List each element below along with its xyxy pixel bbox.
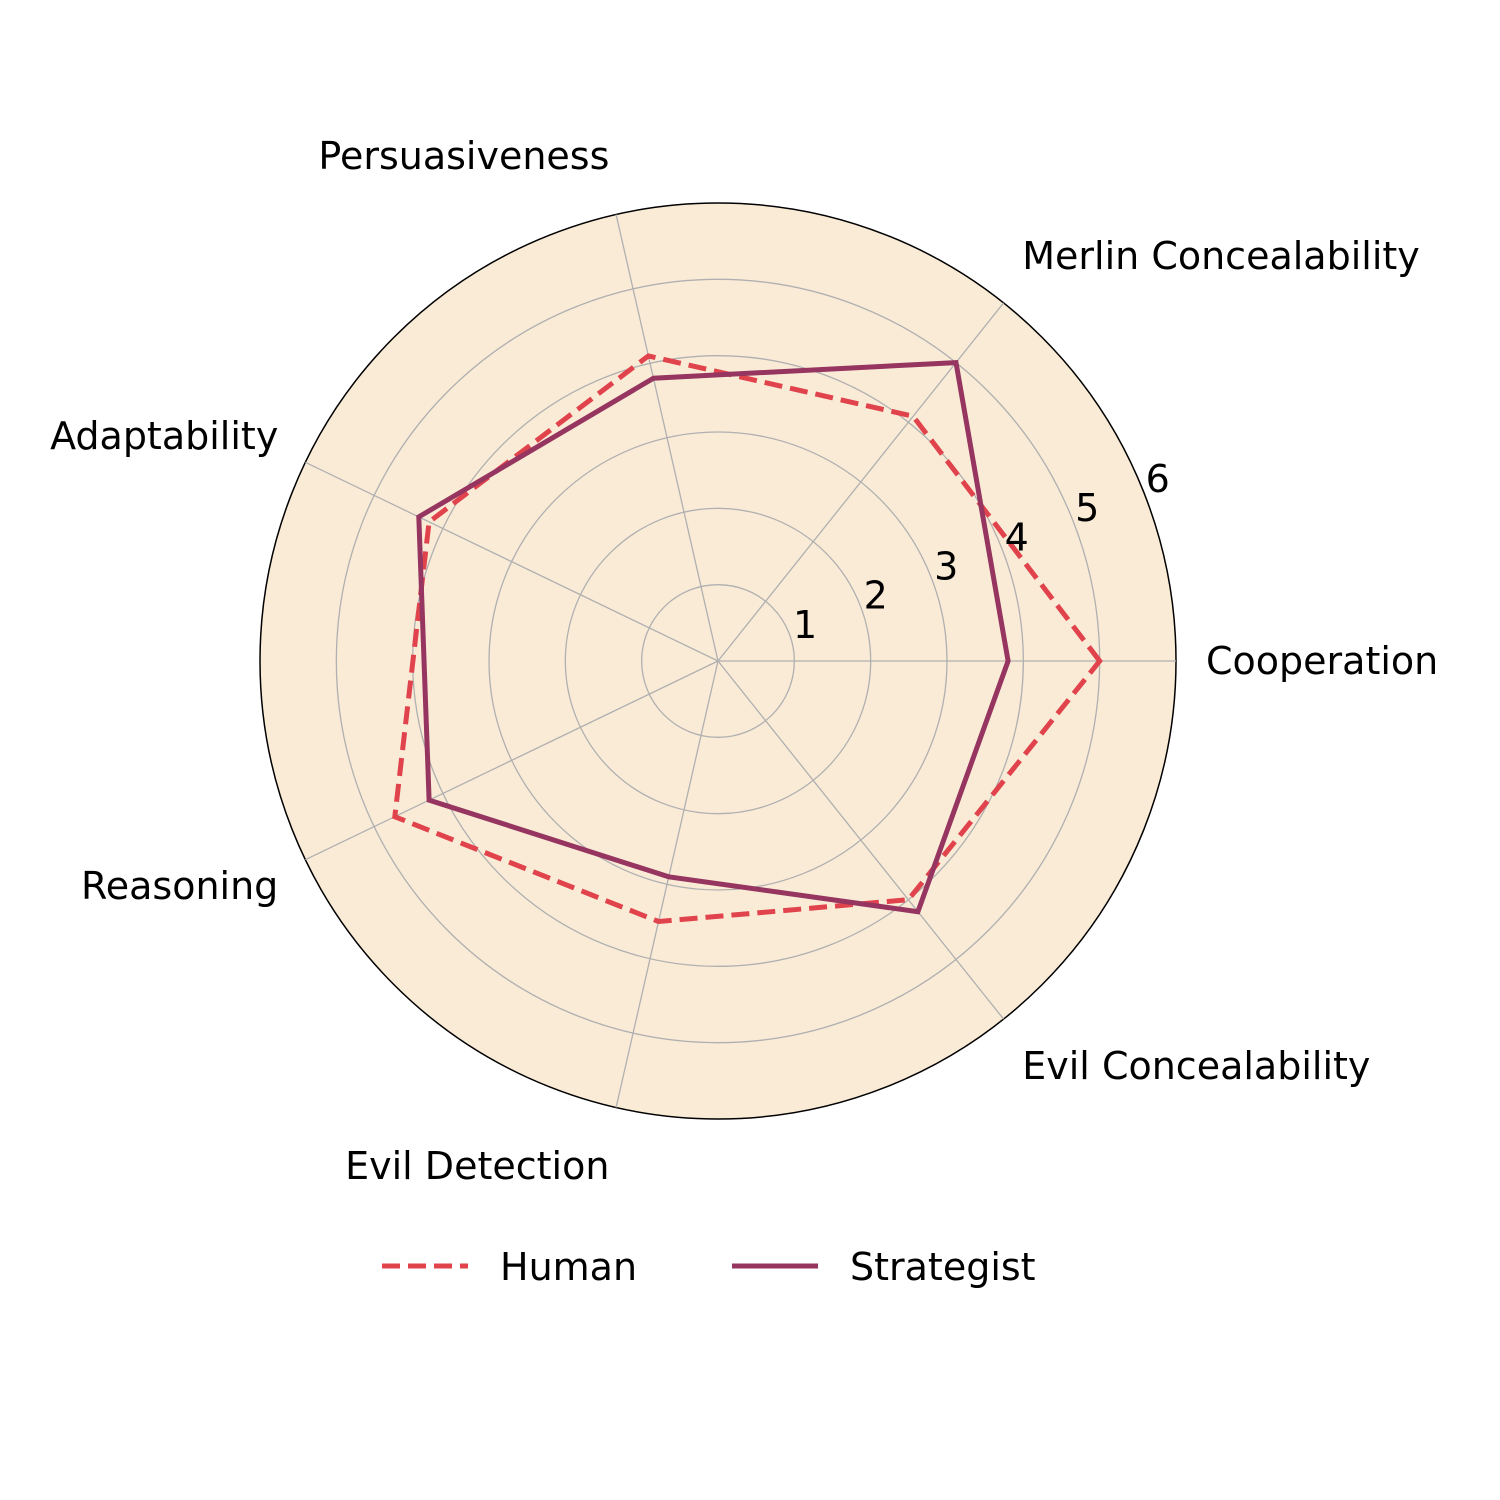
spoke-evil-concealability bbox=[717, 660, 1005, 1020]
legend-label-human: Human bbox=[500, 1245, 637, 1289]
series-layer bbox=[392, 353, 1103, 925]
tick-label-6: 6 bbox=[1146, 457, 1170, 501]
axis-label-evil-concealability: Evil Concealability bbox=[1022, 1044, 1370, 1088]
grid-spokes bbox=[305, 214, 1176, 1108]
tick-label-5: 5 bbox=[1075, 486, 1099, 530]
tick-label-2: 2 bbox=[864, 574, 888, 618]
axis-label-evil-detection: Evil Detection bbox=[345, 1144, 609, 1188]
spoke-adaptability bbox=[305, 461, 719, 662]
tick-label-3: 3 bbox=[934, 544, 958, 588]
radial-tick-labels: 1 2 3 4 5 6 bbox=[793, 457, 1170, 647]
spoke-evil-detection bbox=[615, 660, 719, 1108]
spoke-persuasiveness bbox=[615, 214, 719, 662]
axis-label-cooperation: Cooperation bbox=[1206, 639, 1438, 683]
series-strategist-line bbox=[416, 359, 1011, 915]
spoke-reasoning bbox=[305, 660, 719, 861]
legend: Human Strategist bbox=[382, 1245, 1036, 1289]
axis-label-persuasiveness: Persuasiveness bbox=[318, 134, 609, 178]
axis-label-merlin-concealability: Merlin Concealability bbox=[1022, 234, 1420, 278]
axis-label-reasoning: Reasoning bbox=[81, 864, 278, 908]
axis-labels: Cooperation Merlin Concealability Persuasi… bbox=[50, 134, 1438, 1188]
tick-label-4: 4 bbox=[1005, 515, 1029, 559]
axis-label-adaptability: Adaptability bbox=[50, 414, 278, 458]
legend-label-strategist: Strategist bbox=[850, 1245, 1036, 1289]
tick-label-1: 1 bbox=[793, 603, 817, 647]
